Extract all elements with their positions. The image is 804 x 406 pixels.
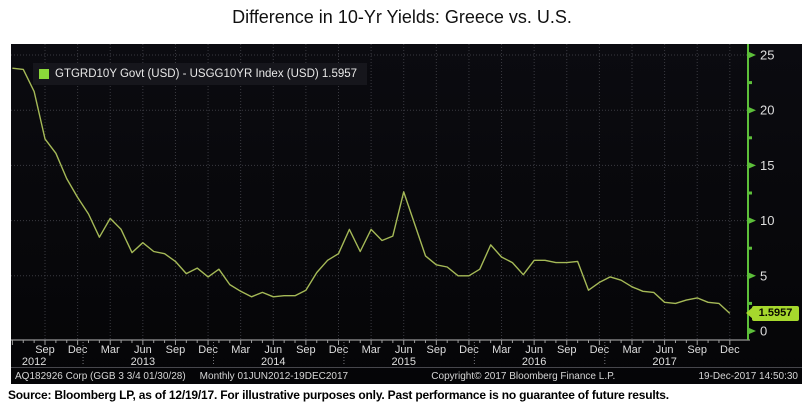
- y-tick-arrow: [748, 327, 756, 335]
- x-year-label: 2017: [652, 356, 676, 368]
- x-tick-label: Jun: [525, 344, 543, 356]
- x-tick-label: Mar: [492, 344, 511, 356]
- y-tick-arrow: [748, 106, 756, 114]
- y-tick-label: 10: [760, 213, 774, 228]
- x-tick-label: Jun: [656, 344, 674, 356]
- y-tick-label: 20: [760, 103, 774, 118]
- x-tick-label: Jun: [134, 344, 152, 356]
- x-year-label: 2013: [131, 356, 155, 368]
- x-tick-label: Mar: [362, 344, 381, 356]
- y-tick-label: 25: [760, 48, 774, 63]
- y-tick-label: 5: [760, 268, 767, 283]
- x-tick-label: Dec: [720, 344, 740, 356]
- x-year-label: 2014: [261, 356, 285, 368]
- x-tick-label: Dec: [198, 344, 218, 356]
- x-tick-label: Sep: [557, 344, 577, 356]
- x-tick-label: Dec: [329, 344, 349, 356]
- status-left-group: AQ182926 Corp (GGB 3 3/4 01/30/28) Month…: [15, 371, 348, 382]
- y-minor-tick: [748, 136, 752, 140]
- x-tick-label: Dec: [459, 344, 479, 356]
- x-tick-label: Jun: [264, 344, 282, 356]
- chart-panel: Sep Dec Mar Jun Sep Dec Mar Jun Sep Dec Mar Jun Sep D…: [11, 44, 802, 384]
- x-tick-label: Dec: [590, 344, 610, 356]
- y-tick-label: 0: [760, 324, 767, 339]
- x-tick-label: Mar: [101, 344, 120, 356]
- y-tick-arrow: [748, 161, 756, 169]
- x-tick-label: Mar: [231, 344, 250, 356]
- y-minor-tick: [748, 301, 752, 305]
- status-copyright: Copyright© 2017 Bloomberg Finance L.P.: [431, 370, 616, 382]
- x-year-label: 2015: [391, 356, 415, 368]
- chart-plot: Sep Dec Mar Jun Sep Dec Mar Jun Sep Dec Mar Jun Sep D…: [11, 44, 774, 368]
- source-disclaimer: Source: Bloomberg LP, as of 12/19/17. Fo…: [8, 388, 669, 402]
- y-tick-arrow: [748, 272, 756, 280]
- last-value-badge: 1.5957: [746, 305, 799, 321]
- x-year-label: 2012: [22, 356, 46, 368]
- y-tick-arrow: [748, 51, 756, 59]
- x-tick-label: Sep: [427, 344, 447, 356]
- status-period: Monthly 01JUN2012-19DEC2017: [199, 370, 349, 382]
- chart-legend: GTGRD10Y Govt (USD) - USGG10YR Index (US…: [33, 63, 368, 85]
- y-minor-tick: [748, 191, 752, 195]
- x-tick-label: Jun: [395, 344, 413, 356]
- y-tick-arrow: [748, 217, 756, 225]
- x-tick-label: Sep: [35, 344, 55, 356]
- x-year-label: 2016: [522, 356, 546, 368]
- x-tick-label: Sep: [687, 344, 707, 356]
- y-minor-tick: [748, 246, 752, 250]
- x-tick-label: Sep: [166, 344, 186, 356]
- status-datetime: 19-Dec-2017 14:50:30: [698, 370, 798, 382]
- terminal-status-bar: AQ182926 Corp (GGB 3 3/4 01/30/28) Month…: [11, 367, 802, 384]
- status-security: AQ182926 Corp (GGB 3 3/4 01/30/28): [15, 370, 186, 382]
- legend-label: GTGRD10Y Govt (USD) - USGG10YR Index (US…: [55, 68, 358, 80]
- series-line: [12, 67, 731, 314]
- page-title: Difference in 10-Yr Yields: Greece vs. U…: [232, 7, 572, 27]
- x-tick-label: Sep: [296, 344, 316, 356]
- x-tick-label: Mar: [623, 344, 642, 356]
- legend-swatch-icon: [39, 69, 49, 79]
- y-tick-label: 15: [760, 158, 774, 173]
- y-minor-tick: [748, 81, 752, 85]
- x-tick-label: Dec: [68, 344, 88, 356]
